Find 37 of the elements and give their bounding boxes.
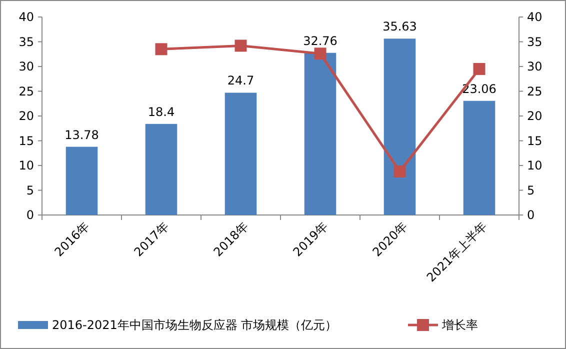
bar [66,146,98,215]
y-tick-label: 25 [18,84,34,98]
point [473,62,486,75]
y-tick-label: 10 [18,158,34,173]
y2-tick-label: 30 [527,60,542,74]
legend-label: 增长率 [441,318,478,332]
y-tick-label: 5 [26,183,34,198]
y2-tick-label: 5 [527,183,535,198]
bar [145,124,178,215]
y2-tick-label: 0 [527,208,535,222]
point [314,48,326,60]
y-tick-label: 35 [18,34,34,49]
y-tick-label: 20 [18,109,34,124]
y-tick-label: 15 [18,134,34,148]
y2-tick-label: 10 [527,158,542,173]
bar [224,92,257,215]
data-label: 35.63 [382,20,417,34]
data-label: 24.7 [227,74,254,88]
y2-tick-label: 40 [527,10,542,24]
y-tick-label: 0 [26,208,34,222]
y2-tick-label: 35 [527,34,542,49]
legend-label: 2016-2021年中国市场生物反应器 市场规模（亿元） [52,318,338,332]
y-tick-label: 30 [18,60,34,74]
y-tick-label: 40 [18,10,34,24]
y2-tick-label: 20 [527,109,542,124]
bar [384,38,416,215]
bar [304,52,336,215]
point [155,43,168,56]
data-label: 18.4 [148,104,175,119]
point [234,40,247,52]
data-label: 23.06 [462,82,496,96]
bar [463,100,496,215]
y2-tick-label: 25 [527,84,542,98]
data-label: 13.78 [64,128,99,142]
y2-tick-label: 15 [527,134,542,148]
point [394,165,406,178]
data-label: 32.76 [303,34,338,48]
